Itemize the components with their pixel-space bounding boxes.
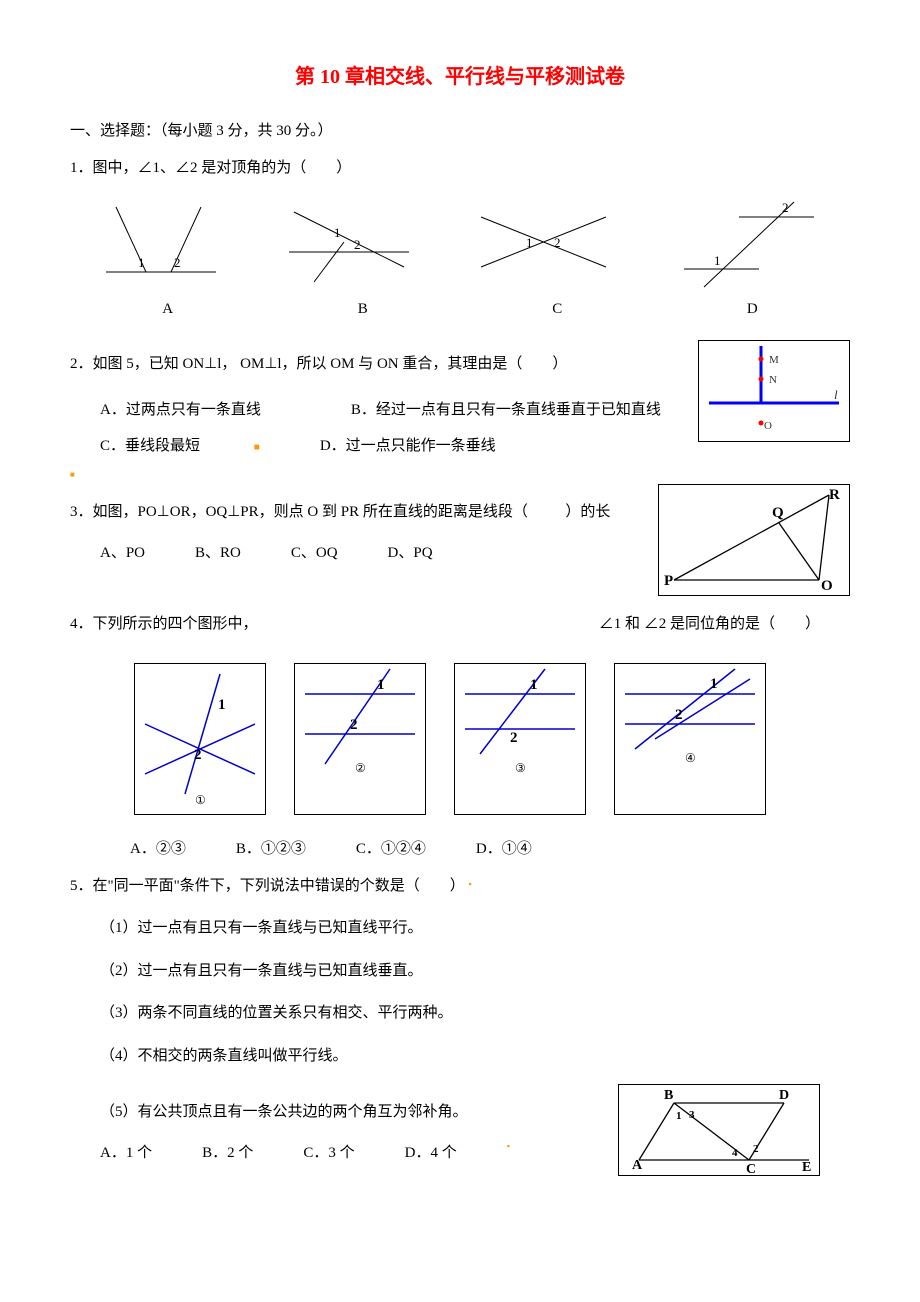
q1-label-c: C [552, 301, 562, 318]
svg-text:4: 4 [732, 1147, 738, 1159]
svg-text:P: P [664, 573, 673, 589]
q5-opt-b: B．2 个 [202, 1141, 253, 1162]
q4-fig-4: 1 2 ④ [615, 664, 765, 774]
svg-text:2: 2 [675, 707, 683, 723]
q4-opt-d: D．①④ [476, 837, 532, 858]
q5-bottom-row: （5）有公共顶点且有一条公共边的两个角互为邻补角。 A．1 个 B．2 个 C．… [70, 1084, 850, 1176]
q2-opt-b: B．经过一点有且只有一条直线垂直于已知直线 [351, 392, 661, 428]
q1-fig-labels: A B C D [70, 301, 850, 318]
q2-stem: 2．如图 5，已知 ON⊥l， OM⊥l，所以 OM 与 ON 重合，其理由是（… [70, 350, 694, 379]
q4-fig-1: 1 2 ① [135, 664, 265, 814]
q4-fig-2: 1 2 ② [295, 664, 425, 784]
svg-text:Q: Q [772, 505, 784, 521]
svg-text:D: D [779, 1088, 789, 1103]
svg-text:A: A [632, 1158, 643, 1173]
svg-text:1: 1 [138, 255, 145, 270]
q5-options: A．1 个 B．2 个 C．3 个 D．4 个 ▪ [70, 1141, 618, 1162]
svg-text:3: 3 [689, 1109, 695, 1121]
q4-stem-right: ∠1 和 ∠2 是同位角的是（ ） [599, 610, 820, 639]
svg-text:1: 1 [714, 253, 721, 268]
svg-text:O: O [764, 420, 772, 432]
q1-stem: 1．图中，∠1、∠2 是对顶角的为（ ） [70, 154, 850, 183]
svg-text:1: 1 [526, 235, 533, 250]
svg-text:B: B [664, 1088, 673, 1103]
svg-text:②: ② [355, 761, 366, 775]
q5-opt-c: C．3 个 [303, 1141, 354, 1162]
yellow-dot-icon: ▪ [469, 879, 472, 889]
q5-s3: （3）两条不同直线的位置关系只有相交、平行两种。 [70, 999, 850, 1028]
svg-text:N: N [769, 374, 777, 386]
svg-text:2: 2 [510, 730, 518, 746]
svg-text:E: E [802, 1160, 811, 1175]
q4-options: A．②③ B．①②③ C．①②④ D．①④ [70, 837, 850, 858]
q1-label-a: A [162, 301, 173, 318]
svg-text:1: 1 [377, 677, 385, 693]
q5-s1: （1）过一点有且只有一条直线与已知直线平行。 [70, 914, 850, 943]
q5-opt-d: D．4 个 [405, 1141, 457, 1162]
svg-text:O: O [821, 578, 833, 594]
q5-stem: 5．在"同一平面"条件下，下列说法中错误的个数是（ ） ▪ [70, 872, 850, 901]
svg-text:R: R [829, 487, 840, 503]
q3-opt-a: A、PO [100, 541, 145, 562]
svg-text:③: ③ [515, 761, 526, 775]
svg-text:1: 1 [710, 676, 718, 692]
q3-opt-b: B、RO [195, 541, 241, 562]
q4-opt-a: A．②③ [130, 837, 186, 858]
q5-s4: （4）不相交的两条直线叫做平行线。 [70, 1042, 850, 1071]
svg-text:2: 2 [782, 200, 789, 215]
svg-text:l: l [834, 387, 838, 402]
q3-stem: 3．如图，PO⊥OR，OQ⊥PR，则点 O 到 PR 所在直线的距离是线段（ ）… [70, 498, 658, 527]
q4-opt-c: C．①②④ [356, 837, 426, 858]
svg-text:2: 2 [354, 237, 361, 252]
svg-text:2: 2 [194, 747, 202, 763]
svg-text:C: C [746, 1162, 756, 1176]
svg-text:M: M [769, 354, 779, 366]
q3-stem-left: 3．如图，PO⊥OR，OQ⊥PR，则点 O 到 PR 所在直线的距离是线段（ [70, 504, 528, 520]
q3-figure: P O R Q [658, 484, 850, 596]
svg-text:2: 2 [174, 255, 181, 270]
svg-text:1: 1 [530, 677, 538, 693]
q3-opt-c: C、OQ [291, 541, 338, 562]
yellow-dot-icon: ■ [254, 442, 260, 453]
q5-s2: （2）过一点有且只有一条直线与已知直线垂直。 [70, 957, 850, 986]
q4-opt-b: B．①②③ [236, 837, 306, 858]
q4-stem-row: 4．下列所示的四个图形中， ∠1 和 ∠2 是同位角的是（ ） [70, 610, 850, 639]
q1-fig-a: 1 2 [96, 197, 226, 287]
svg-text:2: 2 [554, 235, 561, 250]
q1-fig-d: 2 1 [674, 197, 824, 297]
q3-options: A、PO B、RO C、OQ D、PQ [70, 541, 658, 562]
q1-label-b: B [358, 301, 368, 318]
q1-fig-b: 1 2 [279, 197, 419, 287]
q5-opt-a: A．1 个 [100, 1141, 152, 1162]
q2-opt-c: C．垂线段最短 [100, 438, 200, 454]
yellow-dot-icon: ▪ [507, 1141, 510, 1162]
q4-figs-and-line2: 位角的是（ ） 1 2 ① 1 2 ② [70, 653, 850, 829]
section-header: 一、选择题：（每小题 3 分，共 30 分。） [70, 119, 850, 140]
q2-opt-d: D．过一点只能作一条垂线 [320, 428, 496, 464]
q5-s5: （5）有公共顶点且有一条公共边的两个角互为邻补角。 [70, 1098, 618, 1127]
svg-text:1: 1 [218, 697, 226, 713]
q2-block: 2．如图 5，已知 ON⊥l， OM⊥l，所以 OM 与 ON 重合，其理由是（… [70, 336, 850, 465]
q3-stem-right: ）的长 [565, 504, 610, 520]
q1-figures-row: 1 2 1 2 1 2 2 1 [70, 197, 850, 297]
yellow-dot-icon: ■ [70, 470, 75, 479]
q3-block: 3．如图，PO⊥OR，OQ⊥PR，则点 O 到 PR 所在直线的距离是线段（ ）… [70, 484, 850, 596]
q4-fig-3: 1 2 ③ [455, 664, 585, 784]
q2-figure: M N O l [698, 340, 850, 442]
svg-text:1: 1 [334, 225, 341, 240]
svg-text:1: 1 [676, 1110, 682, 1122]
q2-opt-a: A．过两点只有一条直线 [100, 392, 261, 428]
q1-fig-c: 1 2 [471, 197, 621, 287]
q5-figure: A B D C E 1 3 4 2 [618, 1084, 820, 1176]
svg-text:2: 2 [350, 717, 358, 733]
svg-text:①: ① [195, 793, 206, 807]
svg-text:2: 2 [753, 1143, 759, 1155]
q1-label-d: D [747, 301, 758, 318]
q5-stem-text: 5．在"同一平面"条件下，下列说法中错误的个数是（ ） [70, 878, 465, 894]
q4-stem-left: 4．下列所示的四个图形中， [70, 610, 258, 639]
test-title: 第 10 章相交线、平行线与平移测试卷 [70, 60, 850, 89]
svg-text:④: ④ [685, 751, 696, 765]
q3-opt-d: D、PQ [388, 541, 433, 562]
